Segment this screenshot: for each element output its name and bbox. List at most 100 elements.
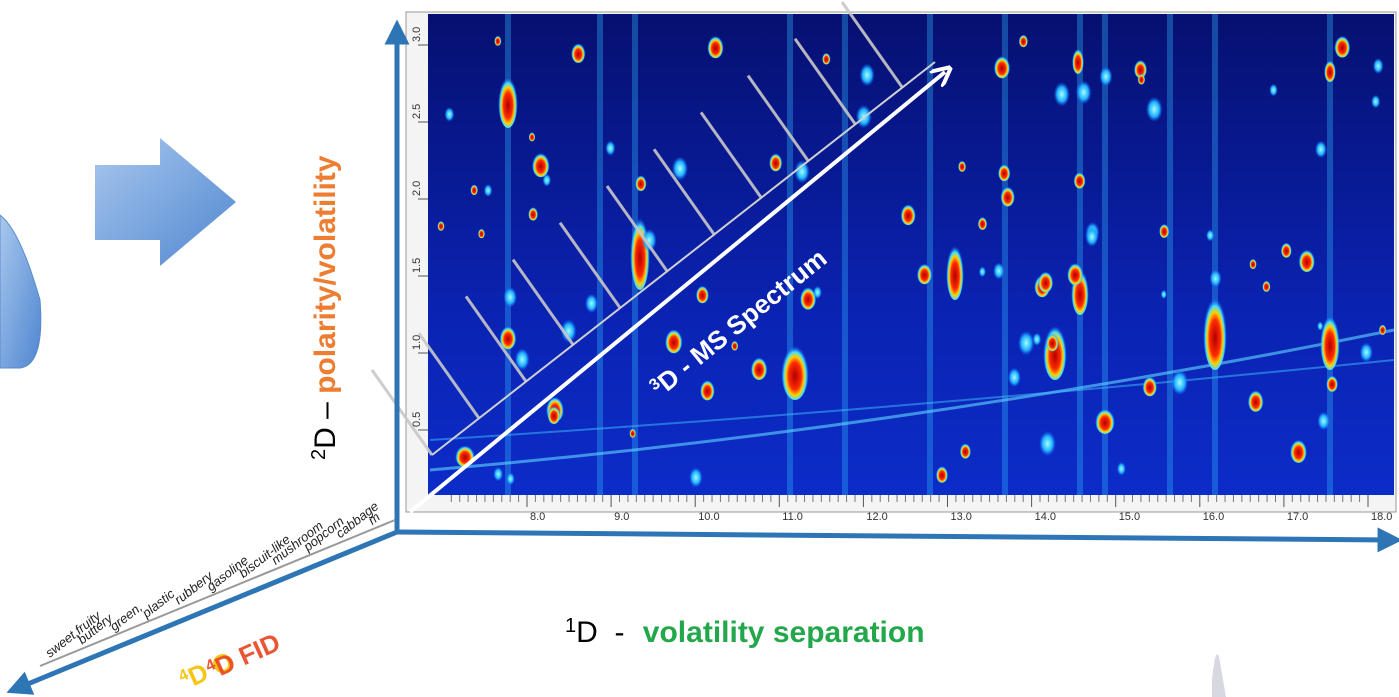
- peak: [585, 293, 598, 314]
- peak: [935, 464, 949, 483]
- peak: [1075, 80, 1092, 105]
- peak: [1116, 462, 1126, 476]
- peak: [799, 284, 817, 310]
- x-tick-label: 17.0: [1287, 511, 1308, 523]
- peak: [1324, 58, 1336, 82]
- peak: [547, 404, 561, 424]
- peak: [769, 151, 783, 172]
- hatch-line: [417, 332, 481, 420]
- peak: [1280, 240, 1292, 258]
- peak: [1203, 290, 1227, 370]
- peak: [993, 53, 1011, 79]
- peak: [822, 51, 831, 65]
- peak: [671, 156, 689, 181]
- streak: [927, 14, 933, 495]
- peak: [503, 286, 518, 308]
- x-tick-label: 12.0: [866, 511, 887, 523]
- streak: [597, 14, 603, 495]
- peak: [707, 33, 724, 59]
- peak: [1269, 83, 1278, 97]
- peak: [977, 215, 988, 230]
- bleed-line: [429, 359, 1395, 441]
- peak: [437, 219, 445, 231]
- peak: [1000, 184, 1015, 207]
- hatch-line: [464, 295, 528, 383]
- x-tick-label: 16.0: [1203, 511, 1224, 523]
- x-tick-label: 15.0: [1119, 511, 1140, 523]
- bleed-line: [429, 328, 1395, 472]
- peak: [695, 283, 710, 304]
- x-tick-label: 8.0: [530, 511, 545, 523]
- peak: [528, 131, 536, 142]
- peak: [916, 261, 933, 285]
- hatch-line: [699, 111, 763, 199]
- block-arrow: [95, 138, 236, 266]
- peak: [1039, 430, 1056, 457]
- odor-label: green,: [107, 599, 145, 634]
- peak: [1317, 411, 1330, 431]
- peak: [1018, 33, 1029, 48]
- peak: [1289, 437, 1308, 463]
- peak: [750, 354, 768, 380]
- odor-baseline: [39, 519, 396, 667]
- sup: 2: [308, 449, 330, 460]
- peak: [959, 441, 972, 459]
- peak: [1326, 373, 1339, 392]
- peak: [1371, 94, 1381, 109]
- peak: [470, 183, 479, 196]
- partial-shape: [0, 214, 42, 369]
- decoration: [1212, 654, 1226, 697]
- peak: [1085, 226, 1099, 247]
- x-axis: [396, 527, 1399, 553]
- peak: [1145, 96, 1163, 122]
- hatch-line: [840, 1, 904, 88]
- peak: [781, 340, 809, 400]
- peak: [641, 228, 657, 252]
- peak: [1372, 58, 1384, 74]
- peak: [499, 323, 517, 350]
- peak: [1032, 332, 1042, 346]
- peak: [1298, 247, 1316, 272]
- x-tick-label: 11.0: [782, 511, 803, 523]
- fid-text: D FID: [210, 627, 284, 682]
- y-tick-label: 1.0: [411, 335, 423, 350]
- peak: [664, 326, 683, 354]
- streak: [1212, 14, 1218, 495]
- peak: [531, 150, 550, 178]
- peak: [483, 184, 493, 197]
- peak: [689, 467, 703, 488]
- peak: [514, 348, 530, 371]
- peak: [605, 140, 616, 156]
- plot-background: [428, 14, 1394, 495]
- peak: [859, 63, 875, 87]
- y-tick-label: 0.5: [411, 412, 423, 427]
- hatch-baseline: [431, 61, 936, 456]
- hatch-line: [793, 37, 857, 125]
- streak: [842, 14, 848, 495]
- hatch-line: [605, 185, 669, 272]
- hatch-line: [652, 148, 716, 236]
- peak: [1142, 374, 1158, 397]
- peak: [1171, 369, 1189, 396]
- peak: [629, 427, 637, 438]
- peak: [560, 319, 577, 343]
- peak: [635, 173, 647, 191]
- x-tick-label: 14.0: [1035, 511, 1056, 523]
- streak: [1077, 14, 1083, 495]
- peak: [1133, 57, 1148, 79]
- y-tick-label: 1.5: [411, 258, 423, 273]
- x-prefix: D -: [576, 616, 633, 649]
- peak: [699, 377, 715, 401]
- peak: [1017, 330, 1035, 356]
- y-emphasis: polarity/volatility: [309, 155, 342, 394]
- y-prefix: D –: [309, 394, 342, 449]
- peak: [794, 160, 810, 184]
- hatch-line: [558, 221, 622, 309]
- sup: 1: [565, 615, 576, 637]
- peak: [1072, 46, 1084, 74]
- peak: [477, 227, 486, 239]
- peak: [1334, 33, 1351, 58]
- x-tick-label: 18.0: [1371, 511, 1392, 523]
- peak: [997, 162, 1011, 182]
